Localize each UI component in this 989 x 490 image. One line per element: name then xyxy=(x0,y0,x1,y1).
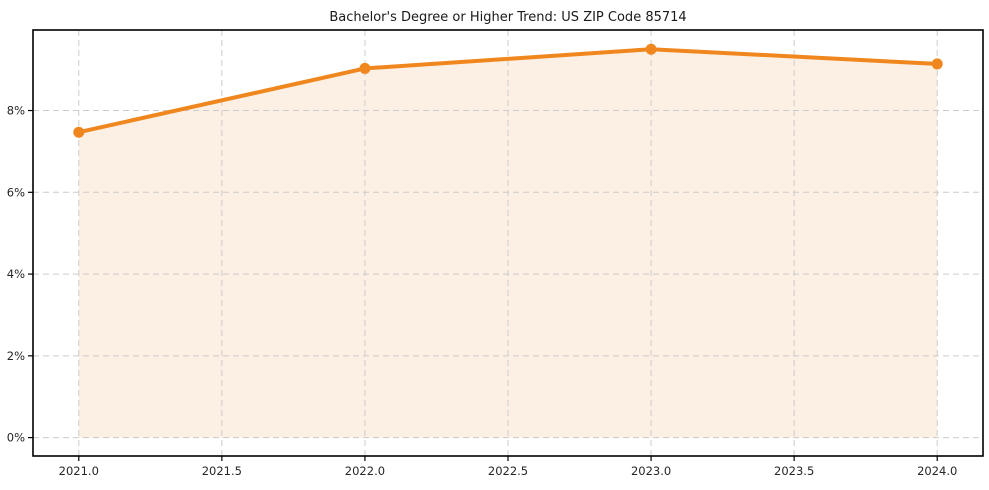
x-tick-label: 2021.0 xyxy=(59,464,99,478)
y-tick-label: 4% xyxy=(7,267,25,281)
plot-area: 2021.0 2021.5 2022.0 2022.5 2023.0 2023.5 2024… xyxy=(7,29,984,478)
y-tick-label: 8% xyxy=(7,104,25,118)
y-tick-label: 2% xyxy=(7,349,25,363)
data-point-marker xyxy=(73,126,85,138)
x-tick-label: 2021.5 xyxy=(202,464,242,478)
y-tick-label: 0% xyxy=(7,431,25,445)
chart-title: Bachelor's Degree or Higher Trend: US ZI… xyxy=(329,10,686,25)
x-tick-label: 2024.0 xyxy=(917,464,957,478)
data-point-marker xyxy=(931,58,943,70)
x-tick-label: 2023.5 xyxy=(774,464,814,478)
x-tick-label: 2022.0 xyxy=(345,464,385,478)
x-tick-label: 2022.5 xyxy=(488,464,528,478)
x-tick-label: 2023.0 xyxy=(631,464,671,478)
data-point-marker xyxy=(359,62,371,74)
data-point-marker xyxy=(645,43,657,55)
y-tick-label: 6% xyxy=(7,185,25,199)
trend-line xyxy=(76,47,940,135)
